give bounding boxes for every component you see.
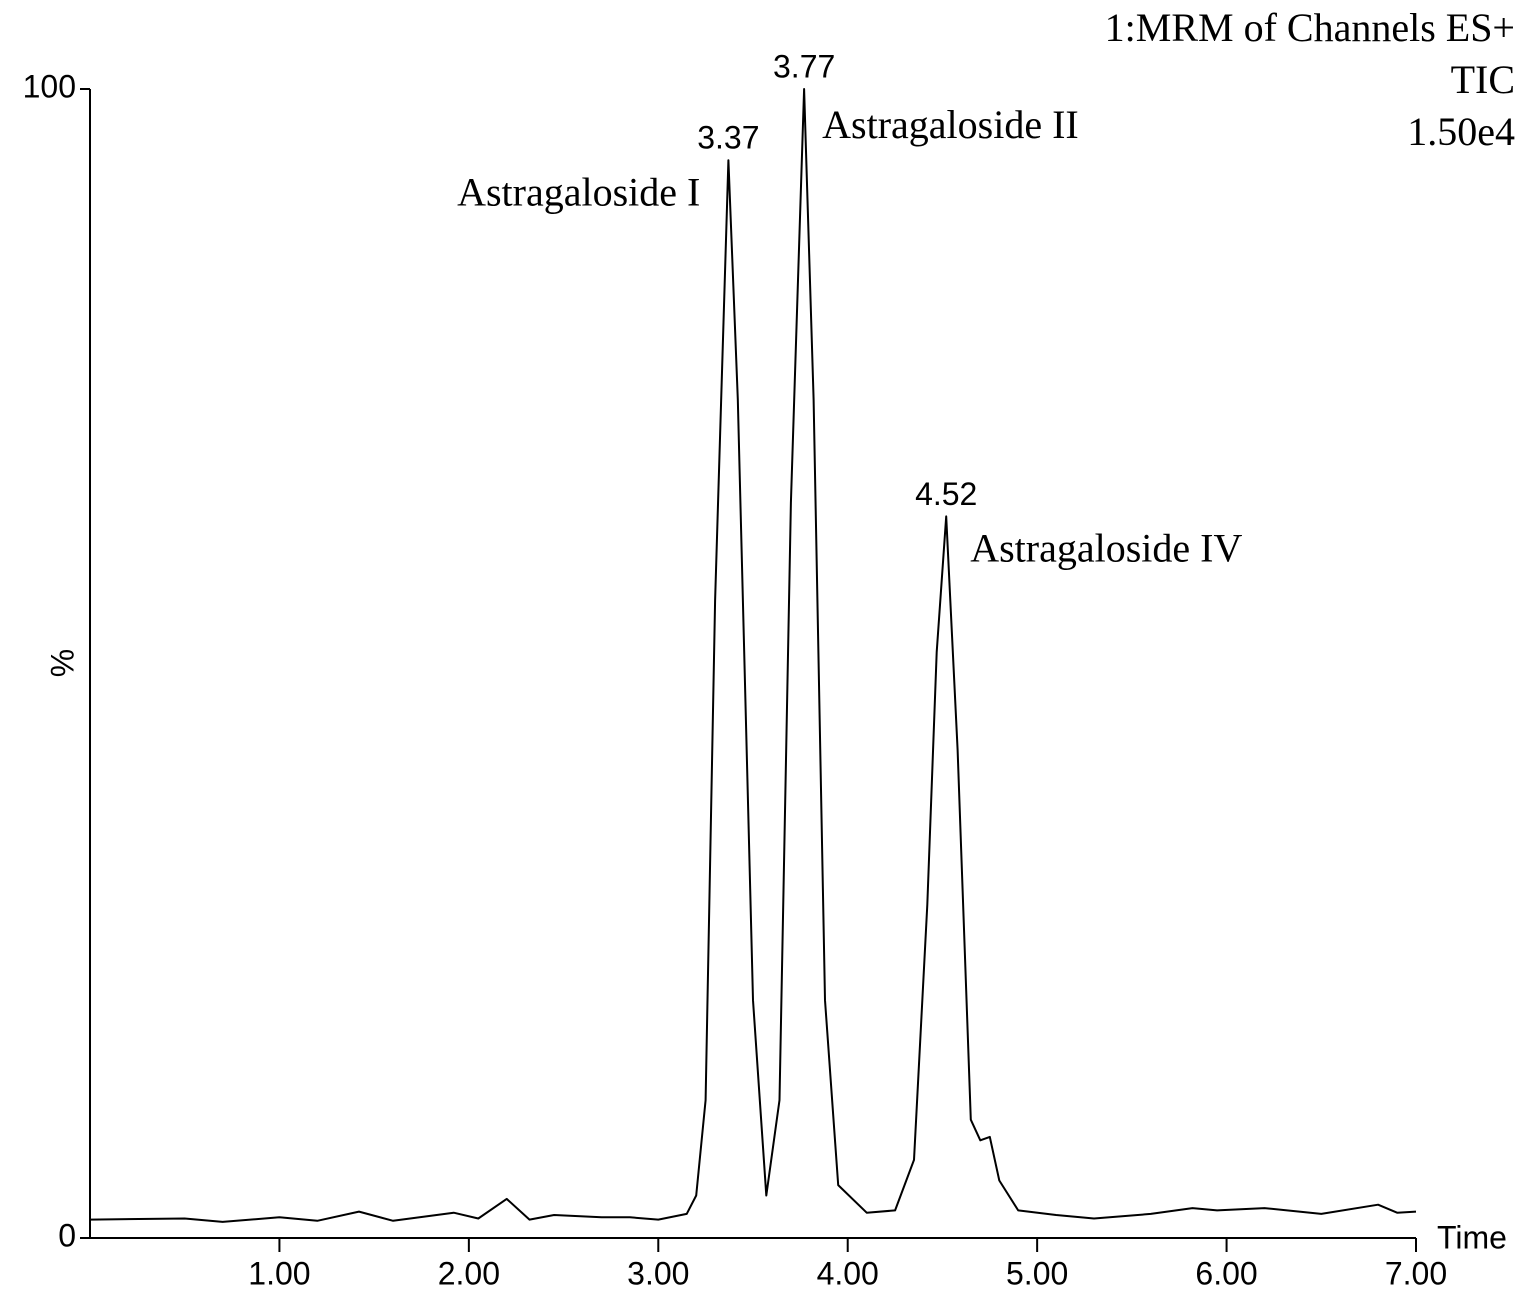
- trace-line: [89, 88, 1417, 1223]
- header-line: 1:MRM of Channels ES+: [1105, 5, 1515, 50]
- peak-name: Astragaloside II: [822, 102, 1079, 147]
- x-tick-label: 2.00: [438, 1255, 500, 1291]
- peak-time-label: 3.37: [697, 120, 759, 156]
- peak-name: Astragaloside I: [457, 169, 700, 214]
- x-axis-label: Time: [1437, 1219, 1507, 1255]
- peak-name: Astragaloside IV: [970, 526, 1242, 571]
- y-tick-label: 0: [58, 1217, 76, 1253]
- header-line: TIC: [1451, 57, 1515, 102]
- y-tick-label: 100: [23, 68, 76, 104]
- x-tick-label: 1.00: [248, 1255, 310, 1291]
- peak-time-label: 4.52: [915, 476, 977, 512]
- x-tick-label: 7.00: [1385, 1255, 1447, 1291]
- peak-time-label: 3.77: [773, 48, 835, 84]
- y-axis-label: %: [44, 649, 80, 677]
- x-tick-label: 3.00: [627, 1255, 689, 1291]
- x-tick-label: 4.00: [817, 1255, 879, 1291]
- x-tick-label: 6.00: [1195, 1255, 1257, 1291]
- header-line: 1.50e4: [1407, 109, 1515, 154]
- x-tick-label: 5.00: [1006, 1255, 1068, 1291]
